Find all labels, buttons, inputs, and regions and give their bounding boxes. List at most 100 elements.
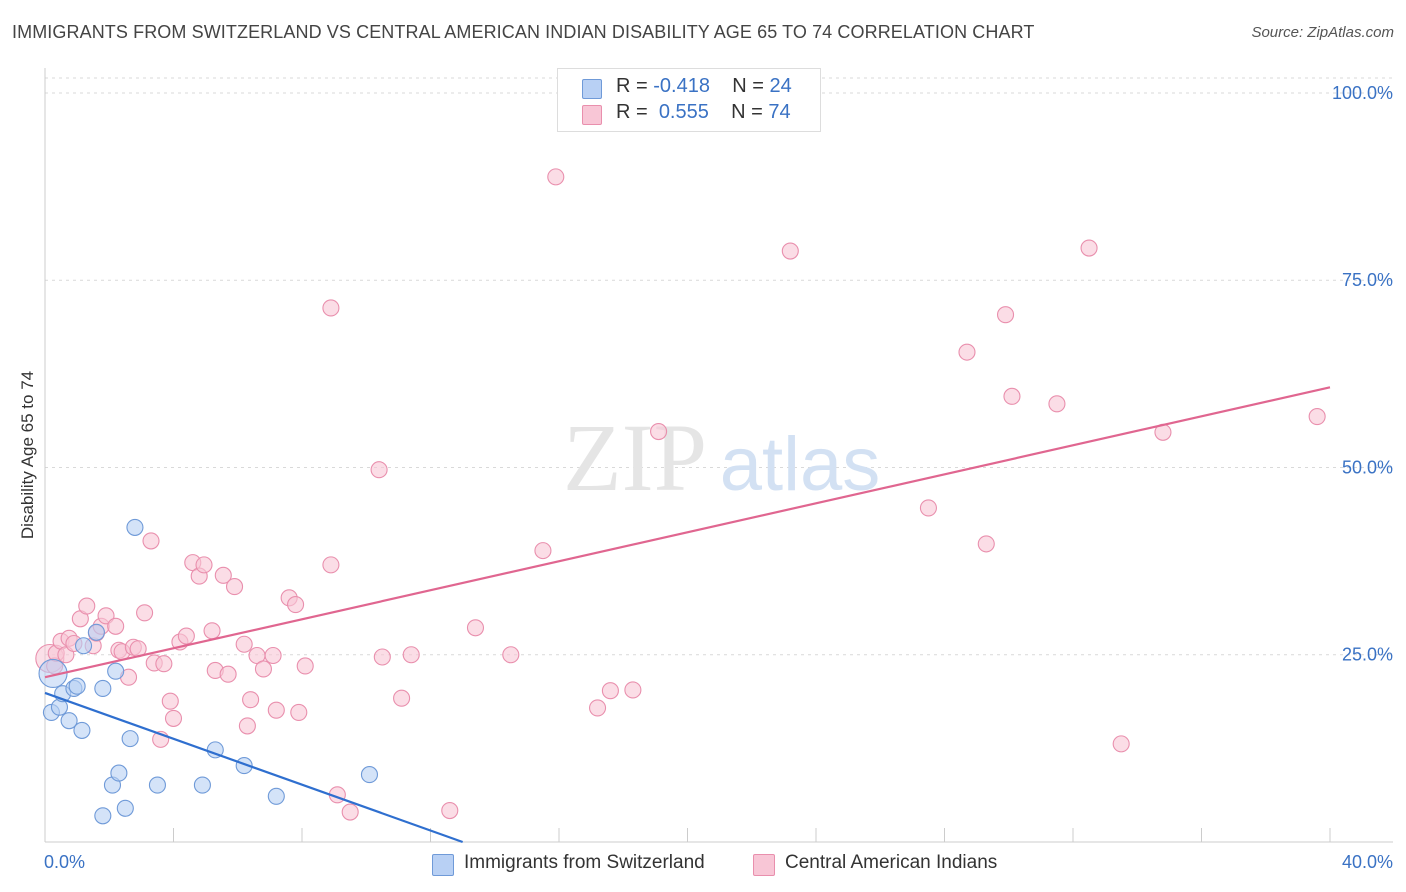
data-point <box>588 699 607 717</box>
y-tick-label: 50.0% <box>1342 457 1393 477</box>
watermark-zip: ZIP <box>563 404 707 511</box>
legend-n-label: N = <box>732 75 764 97</box>
y-tick-label: 100.0% <box>1332 83 1393 103</box>
data-point <box>148 776 166 794</box>
y-tick-label: 25.0% <box>1342 645 1393 665</box>
data-point <box>1048 395 1066 413</box>
data-point <box>94 807 112 825</box>
legend-r-label: R = <box>616 75 648 97</box>
trend-lines <box>44 386 1331 844</box>
trend-line <box>44 691 463 844</box>
data-point <box>290 703 308 721</box>
data-point <box>195 556 213 574</box>
data-point <box>97 607 115 625</box>
data-point <box>534 542 552 560</box>
data-point <box>219 665 237 683</box>
data-point <box>121 730 139 748</box>
data-point <box>68 677 86 695</box>
data-point <box>73 721 91 739</box>
chart-title: IMMIGRANTS FROM SWITZERLAND VS CENTRAL A… <box>12 22 1035 42</box>
data-point <box>242 691 260 709</box>
data-point <box>177 627 195 645</box>
data-point <box>107 662 125 680</box>
watermark-atlas: atlas <box>720 422 881 507</box>
data-point <box>214 566 232 584</box>
correlation-legend: R = -0.418 N = 24 R = 0.555 N = 74 <box>557 68 821 132</box>
data-point <box>267 787 285 805</box>
data-point <box>601 682 619 700</box>
data-point <box>370 461 388 479</box>
data-point <box>781 242 799 260</box>
data-point <box>235 635 253 653</box>
data-point <box>38 658 68 689</box>
x-tick-label: 40.0% <box>1342 852 1393 872</box>
y-tick-label: 75.0% <box>1342 270 1393 290</box>
data-point <box>1112 735 1130 753</box>
data-point <box>254 660 273 678</box>
data-point <box>322 556 340 574</box>
data-point <box>958 343 976 361</box>
data-point <box>977 535 995 553</box>
data-point <box>996 306 1015 324</box>
data-point <box>402 646 420 664</box>
legend-swatch-pink <box>582 105 602 125</box>
tick-labels: 25.0% 50.0% 75.0% 100.0% 0.0% 40.0% <box>44 83 1393 872</box>
data-point <box>107 617 125 635</box>
data-point <box>87 623 105 641</box>
data-point <box>78 597 96 615</box>
source-label: Source: ZipAtlas.com <box>1251 24 1394 41</box>
data-point <box>75 637 93 655</box>
data-point <box>264 646 282 665</box>
legend-r-label: R = <box>616 101 648 123</box>
legend-n-value: 24 <box>769 75 792 97</box>
data-point <box>1080 239 1098 257</box>
legend-swatch-pink <box>753 854 775 876</box>
data-point <box>161 692 179 710</box>
legend-swatch-blue <box>432 854 454 876</box>
data-point <box>287 596 305 614</box>
legend-label: Immigrants from Switzerland <box>464 852 705 873</box>
data-point <box>116 799 134 817</box>
legend-n-label: N = <box>731 101 763 123</box>
legend-label: Central American Indians <box>785 852 998 873</box>
legend-swatch-blue <box>582 79 602 99</box>
data-point <box>60 712 78 730</box>
data-point <box>650 422 668 441</box>
legend-n-value: 74 <box>768 101 791 123</box>
data-point <box>267 701 285 719</box>
data-point <box>203 622 221 640</box>
data-point <box>225 578 244 596</box>
data-point <box>322 299 340 317</box>
data-point <box>1308 408 1326 426</box>
data-point <box>193 776 211 794</box>
data-point <box>296 657 314 675</box>
data-point <box>919 499 937 517</box>
legend-r-value: 0.555 <box>658 101 709 123</box>
legend-r-value: -0.418 <box>653 75 710 97</box>
series-immigrants-from-switzerland <box>38 518 379 825</box>
data-point <box>466 619 485 637</box>
y-axis-label: Disability Age 65 to 74 <box>18 371 37 539</box>
data-point <box>624 681 642 699</box>
data-point <box>502 646 520 664</box>
data-point <box>360 766 379 784</box>
data-point <box>110 764 128 782</box>
x-tick-label: 0.0% <box>44 852 85 872</box>
data-point <box>1003 387 1021 405</box>
data-point <box>94 679 112 698</box>
grid-lines <box>45 77 1393 656</box>
series-legend: Immigrants from Switzerland Central Amer… <box>0 852 1406 878</box>
data-point <box>393 689 411 707</box>
data-point <box>441 801 459 820</box>
data-point <box>155 655 173 673</box>
data-point <box>126 518 144 536</box>
series-central-american-indians <box>35 168 1326 821</box>
data-point <box>238 717 256 735</box>
data-point <box>341 803 359 821</box>
data-point <box>142 532 160 550</box>
data-point <box>373 648 391 666</box>
data-point <box>136 604 154 622</box>
data-point <box>547 168 565 186</box>
trend-line <box>44 386 1331 679</box>
